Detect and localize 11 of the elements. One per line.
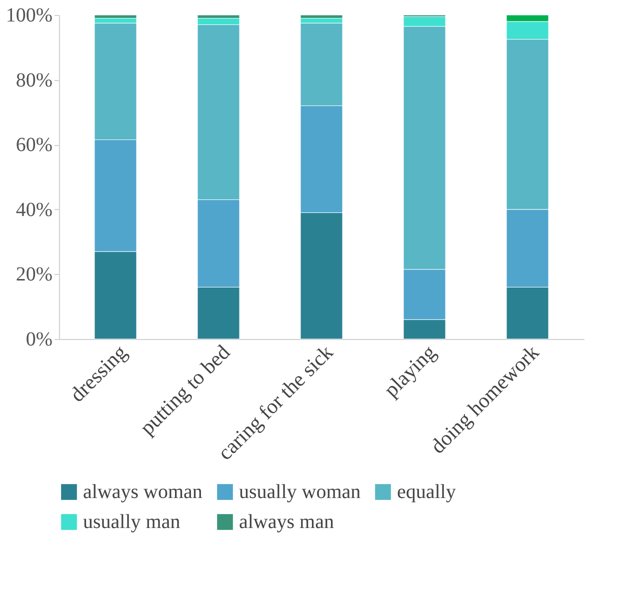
legend-label: equally <box>397 481 456 503</box>
legend-label: usually man <box>83 511 180 533</box>
legend-label: always man <box>239 511 334 533</box>
y-tick-label: 20% <box>16 264 52 286</box>
y-tick-label: 60% <box>16 134 52 156</box>
y-tick-label: 80% <box>16 69 52 92</box>
legend-label: always woman <box>83 481 202 503</box>
y-tick-label: 40% <box>16 198 52 221</box>
legend-label: usually woman <box>239 481 361 503</box>
y-tick-label: 0% <box>26 328 52 350</box>
y-tick-label: 100% <box>6 4 52 26</box>
